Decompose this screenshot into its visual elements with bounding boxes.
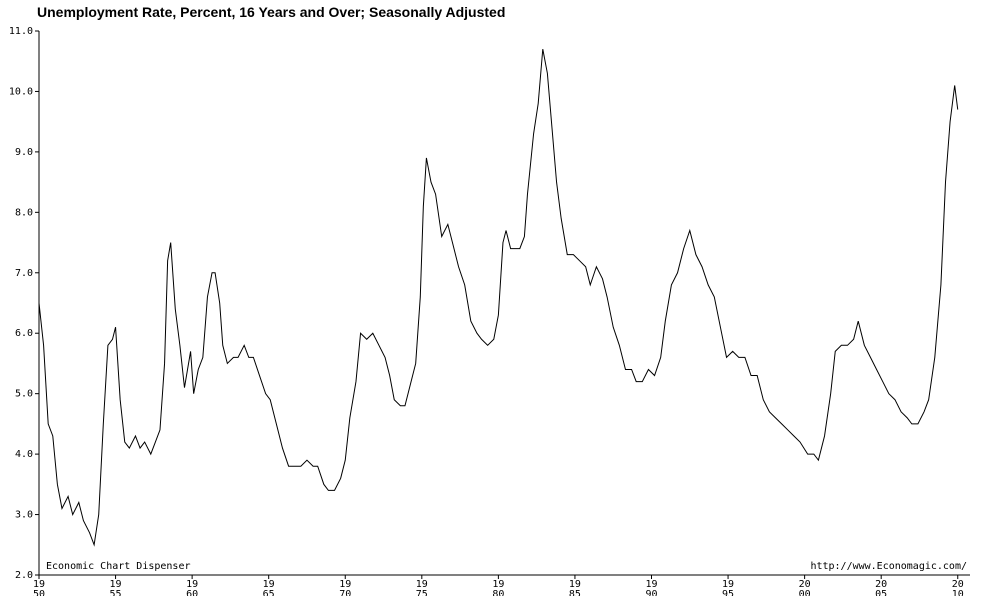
x-tick-label-part: 19	[339, 579, 351, 590]
x-tick-label: 20 10	[952, 579, 964, 596]
x-tick-label-part: 85	[569, 589, 581, 596]
x-tick-label-part: 20	[952, 579, 964, 590]
y-tick-label: 3.0	[15, 510, 33, 521]
y-tick-label: 7.0	[15, 268, 33, 279]
x-tick-label-part: 75	[416, 589, 428, 596]
x-tick-label: 19 75	[416, 579, 428, 596]
x-tick-label-part: 55	[110, 589, 122, 596]
x-tick-label-part: 00	[799, 589, 811, 596]
x-tick-label-part: 19	[416, 579, 428, 590]
y-tick-label: 2.0	[15, 570, 33, 581]
x-tick-label-part: 19	[186, 579, 198, 590]
x-tick-label-part: 19	[33, 579, 45, 590]
y-tick-label: 6.0	[15, 328, 33, 339]
annotation: Economic Chart Dispenser	[46, 561, 191, 572]
x-tick-label-part: 60	[186, 589, 198, 596]
x-tick-label: 19 55	[110, 579, 122, 596]
x-tick-label: 19 65	[263, 579, 275, 596]
x-tick-label: 19 90	[645, 579, 657, 596]
x-tick-label: 19 95	[722, 579, 734, 596]
x-tick-label: 19 50	[33, 579, 45, 596]
x-tick-label-part: 95	[722, 589, 734, 596]
x-tick-label-part: 05	[875, 589, 887, 596]
x-tick-label-part: 19	[569, 579, 581, 590]
x-tick-label-part: 19	[110, 579, 122, 590]
x-tick-label-part: 19	[722, 579, 734, 590]
x-tick-label: 20 00	[799, 579, 811, 596]
x-tick-label-part: 20	[799, 579, 811, 590]
x-tick-label: 19 70	[339, 579, 351, 596]
x-tick-label-part: 20	[875, 579, 887, 590]
x-tick-label: 19 85	[569, 579, 581, 596]
y-tick-label: 4.0	[15, 449, 33, 460]
x-tick-label-part: 65	[263, 589, 275, 596]
x-tick-label: 19 80	[492, 579, 504, 596]
y-tick-label: 10.0	[9, 86, 33, 97]
y-tick-label: 5.0	[15, 389, 33, 400]
data-line	[38, 49, 959, 547]
annotation: http://www.Economagic.com/	[810, 561, 967, 572]
x-tick-label: 20 05	[875, 579, 887, 596]
x-tick-label-part: 90	[645, 589, 657, 596]
y-tick-label: 9.0	[15, 147, 33, 158]
y-tick-label: 11.0	[9, 26, 33, 37]
x-tick-label-part: 19	[263, 579, 275, 590]
x-tick-label-part: 70	[339, 589, 351, 596]
x-tick-label-part: 19	[492, 579, 504, 590]
x-tick-label-part: 19	[645, 579, 657, 590]
x-tick-label: 19 60	[186, 579, 198, 596]
x-tick-label-part: 10	[952, 589, 964, 596]
x-tick-label-part: 50	[33, 589, 45, 596]
x-tick-label-part: 80	[492, 589, 504, 596]
chart-title: Unemployment Rate, Percent, 16 Years and…	[37, 4, 505, 20]
y-tick-label: 8.0	[15, 207, 33, 218]
